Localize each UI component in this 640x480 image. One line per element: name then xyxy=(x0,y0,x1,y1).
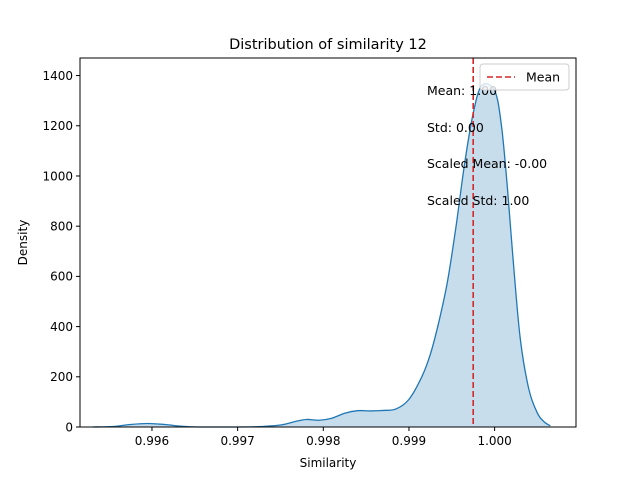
x-tick-label: 0.998 xyxy=(306,434,340,448)
y-tick-label: 1200 xyxy=(42,119,73,133)
x-tick-label: 0.997 xyxy=(220,434,254,448)
y-tick-label: 0 xyxy=(65,420,73,434)
y-tick-label: 1400 xyxy=(42,69,73,83)
x-tick-label: 0.996 xyxy=(135,434,169,448)
x-axis-ticks: 0.996 0.997 0.998 0.999 1.000 xyxy=(135,427,512,448)
y-tick-label: 1000 xyxy=(42,169,73,183)
x-tick-label: 0.999 xyxy=(392,434,426,448)
annotation-std: Std: 0.00 xyxy=(427,120,484,135)
y-tick-label: 400 xyxy=(50,320,73,334)
stats-annotations: Mean: 1.00 Std: 0.00 Scaled Mean: -0.00 … xyxy=(427,83,547,208)
legend-mean-label: Mean xyxy=(526,70,560,85)
x-axis-label: Similarity xyxy=(300,456,357,470)
y-axis-ticks: 0 200 400 600 800 1000 1200 1400 xyxy=(42,69,80,434)
x-tick-label: 1.000 xyxy=(477,434,511,448)
y-tick-label: 200 xyxy=(50,370,73,384)
annotation-scaled-mean: Scaled Mean: -0.00 xyxy=(427,156,547,171)
chart-title: Distribution of similarity 12 xyxy=(229,37,427,53)
y-tick-label: 600 xyxy=(50,270,73,284)
legend: Mean xyxy=(479,63,570,91)
y-axis-label: Density xyxy=(16,220,30,266)
annotation-scaled-std: Scaled Std: 1.00 xyxy=(427,193,529,208)
legend-box xyxy=(479,63,570,91)
y-tick-label: 800 xyxy=(50,219,73,233)
plot-frame xyxy=(79,57,577,428)
density-area-fill-0 xyxy=(92,83,551,428)
